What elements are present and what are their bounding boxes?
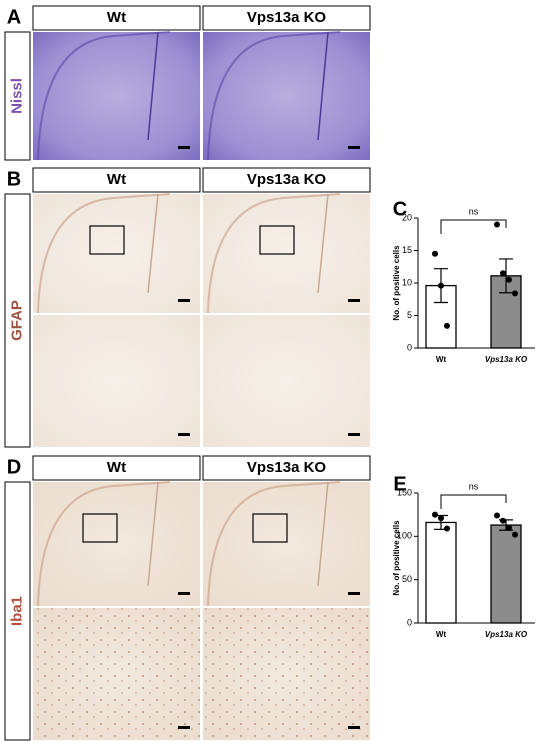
header-box — [202, 167, 371, 193]
data-point — [432, 250, 438, 257]
data-point — [494, 512, 500, 519]
error-bar — [499, 258, 513, 294]
tissue-outline — [37, 481, 171, 607]
y-tick-label: 100 — [397, 531, 412, 541]
inset-box — [89, 225, 125, 255]
row-label: Iba1 — [8, 596, 25, 626]
y-tick-label: 5 — [407, 310, 412, 320]
data-point — [444, 525, 450, 532]
inset-box — [82, 513, 118, 543]
micrograph — [203, 482, 370, 606]
scale-bar — [178, 592, 190, 595]
inset-box — [259, 225, 295, 255]
y-axis-label: No. of positive cells — [392, 520, 401, 596]
y-tick-label: 50 — [402, 574, 412, 584]
y-tick-label: 15 — [402, 245, 412, 255]
y-axis-label: No. of positive cells — [392, 245, 401, 321]
x-tick-label: Vps13a KO — [485, 630, 528, 639]
row-label-box — [4, 193, 31, 448]
cell-texture — [203, 608, 370, 740]
midline — [147, 193, 159, 294]
scale-bar — [348, 146, 360, 149]
data-point — [438, 282, 444, 289]
scale-bar — [178, 726, 190, 729]
x-tick-label: Wt — [436, 630, 447, 639]
y-tick-label: 150 — [397, 487, 412, 497]
significance-label: ns — [469, 206, 479, 216]
tissue-outline — [207, 193, 341, 314]
header-box — [202, 5, 371, 31]
data-point — [500, 270, 506, 277]
significance-label: ns — [469, 481, 479, 491]
data-point — [512, 531, 518, 538]
micrograph — [33, 482, 200, 606]
tissue-outline — [207, 31, 341, 161]
scale-bar — [348, 299, 360, 302]
midline — [317, 481, 329, 587]
header-box — [32, 167, 201, 193]
column-header: Vps13a KO — [247, 459, 327, 476]
scale-bar — [178, 146, 190, 149]
micrograph — [203, 315, 370, 447]
micrograph — [33, 32, 200, 160]
bar — [490, 275, 522, 349]
tissue-outline — [37, 193, 171, 314]
y-tick-label: 10 — [402, 277, 412, 287]
y-tick-label: 20 — [402, 212, 412, 222]
tissue-outline — [207, 481, 341, 607]
panel-label: E — [393, 473, 406, 495]
micrograph — [33, 315, 200, 447]
data-point — [500, 517, 506, 524]
column-header: Wt — [107, 171, 126, 188]
midline — [147, 31, 159, 141]
x-tick-label: Vps13a KO — [485, 355, 528, 364]
row-label-box — [4, 481, 31, 741]
micrograph — [203, 32, 370, 160]
panel-label: C — [393, 198, 407, 220]
data-point — [494, 221, 500, 228]
scale-bar — [348, 592, 360, 595]
y-tick-label: 0 — [407, 617, 412, 627]
tissue-outline — [37, 31, 171, 161]
x-tick-label: Wt — [436, 355, 447, 364]
row-label: Nissl — [8, 78, 25, 114]
data-point — [512, 290, 518, 297]
scale-bar — [348, 433, 360, 436]
midline — [317, 31, 329, 141]
cell-texture — [33, 608, 200, 740]
inset-box — [252, 513, 288, 543]
data-point — [438, 515, 444, 522]
y-tick-label: 0 — [407, 342, 412, 352]
panel-label: A — [7, 6, 21, 28]
bar — [490, 524, 522, 624]
data-point — [506, 276, 512, 283]
data-point — [444, 322, 450, 329]
scale-bar — [178, 433, 190, 436]
significance-bracket — [440, 219, 507, 234]
column-header: Wt — [107, 9, 126, 26]
column-header: Vps13a KO — [247, 171, 327, 188]
scale-bar — [178, 299, 190, 302]
header-box — [32, 5, 201, 31]
header-box — [202, 455, 371, 481]
column-header: Vps13a KO — [247, 9, 327, 26]
panel-label: D — [7, 456, 21, 478]
scale-bar — [348, 726, 360, 729]
column-header: Wt — [107, 459, 126, 476]
midline — [147, 481, 159, 587]
bar — [425, 521, 457, 624]
panel-label: B — [7, 168, 21, 190]
midline — [317, 193, 329, 294]
data-point — [432, 511, 438, 518]
significance-bracket — [440, 494, 507, 509]
header-box — [32, 455, 201, 481]
row-label: GFAP — [8, 300, 25, 341]
data-point — [506, 524, 512, 531]
row-label-box — [4, 31, 31, 161]
